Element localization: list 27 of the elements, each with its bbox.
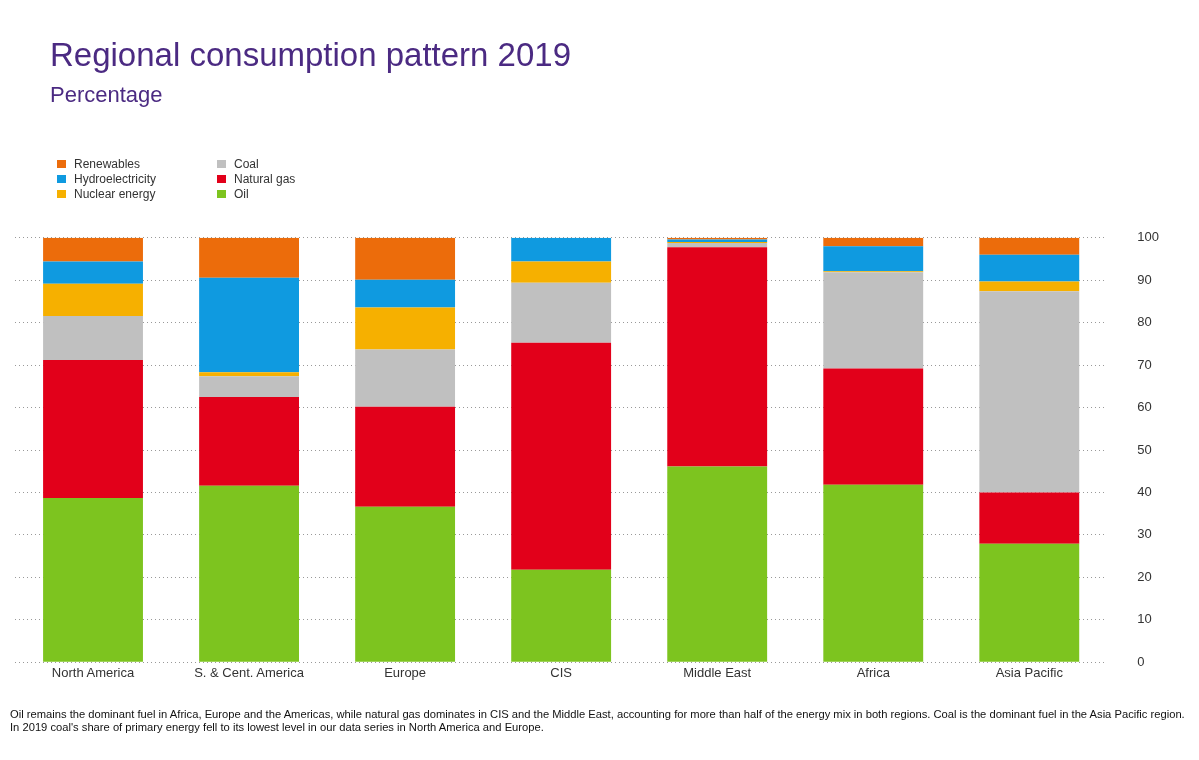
x-tick-label: North America — [51, 664, 135, 680]
chart-subtitle: Percentage — [50, 82, 163, 108]
y-tick-label: 50 — [1137, 441, 1152, 457]
y-tick-label: 40 — [1137, 484, 1152, 500]
y-tick-label: 90 — [1137, 271, 1152, 287]
legend-label: Natural gas — [233, 172, 297, 187]
legend-label: Oil — [233, 187, 250, 202]
x-tick-label: Europe — [384, 664, 427, 680]
legend-label: Renewables — [73, 157, 142, 172]
y-tick-label: 20 — [1137, 568, 1152, 584]
y-tick-label: 0 — [1137, 653, 1145, 669]
y-tick-label: 80 — [1137, 314, 1152, 330]
legend-label: Nuclear energy — [73, 187, 157, 202]
legend-label: Hydroelectricity — [73, 172, 158, 187]
x-tick-label: Middle East — [683, 664, 752, 680]
x-tick-label: Asia Pacific — [995, 664, 1064, 680]
legend-label: Coal — [233, 157, 260, 172]
y-tick-label: 60 — [1137, 399, 1152, 415]
text: Oil remains the dominant fuel in Africa, Europe and the Americas, while natural gas dominates in CIS and the Middle East, accounting for more than half of the energy mix in both regions. Coal is the dominant fuel in the Asia Pacific region. In 2019 coal's share of primary energy fell to its lowest level in our data series in North America and Europe. — [10, 708, 1186, 734]
y-tick-label: 100 — [1137, 229, 1160, 245]
x-tick-label: S. & Cent. America — [194, 664, 305, 680]
chart-title: Regional consumption pattern 2019 — [50, 36, 572, 74]
x-tick-label: Africa — [856, 664, 891, 680]
y-tick-label: 70 — [1137, 356, 1152, 372]
y-tick-label: 30 — [1137, 526, 1152, 542]
x-tick-label: CIS — [550, 664, 573, 680]
y-tick-label: 10 — [1137, 611, 1152, 627]
